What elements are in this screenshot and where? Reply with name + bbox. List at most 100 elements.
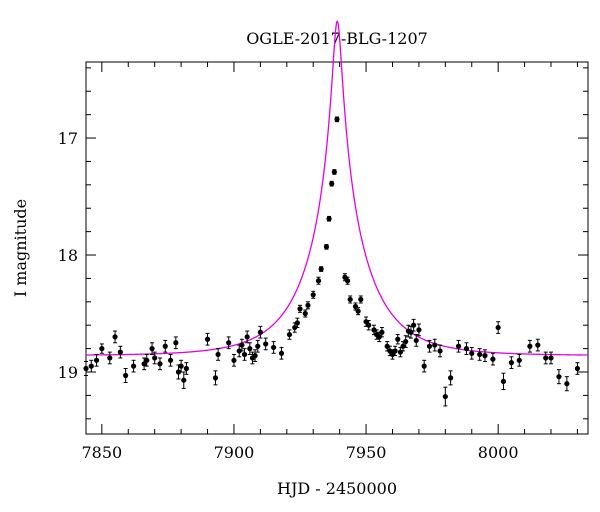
point-marker — [93, 357, 100, 363]
point-marker — [448, 375, 454, 381]
point-marker — [442, 393, 448, 400]
data-point — [397, 346, 404, 358]
data-point — [318, 266, 324, 272]
data-point — [252, 349, 258, 362]
data-point — [83, 360, 89, 377]
point-marker — [130, 363, 137, 369]
point-marker — [490, 356, 496, 362]
model-curve-layer — [85, 20, 588, 356]
point-marker — [123, 372, 129, 379]
data-point — [437, 344, 443, 358]
point-marker — [175, 369, 182, 375]
point-marker — [318, 266, 324, 272]
data-point — [263, 337, 269, 351]
data-point — [294, 317, 300, 329]
point-marker — [310, 292, 316, 298]
point-marker — [247, 346, 253, 352]
data-point — [323, 243, 330, 250]
point-marker — [286, 331, 293, 338]
point-marker — [500, 378, 507, 384]
point-marker — [413, 337, 419, 344]
point-marker — [371, 327, 377, 333]
data-point — [270, 341, 277, 354]
data-point — [310, 290, 316, 299]
point-marker — [329, 181, 335, 187]
point-marker — [426, 343, 433, 349]
data-point — [421, 359, 427, 373]
data-point — [556, 369, 562, 385]
point-marker — [495, 324, 501, 331]
point-marker — [323, 244, 330, 250]
point-marker — [263, 341, 269, 347]
point-marker — [355, 308, 361, 314]
point-marker — [437, 348, 443, 354]
data-point — [408, 325, 414, 339]
point-marker — [574, 365, 581, 372]
point-marker — [482, 353, 488, 359]
point-marker — [117, 349, 123, 355]
data-point — [247, 342, 253, 355]
data-point — [463, 342, 470, 355]
data-point — [315, 276, 322, 285]
data-point — [212, 370, 219, 386]
data-point — [286, 329, 293, 340]
x-axis-label: HJD - 2450000 — [277, 479, 397, 498]
data-point — [442, 386, 448, 407]
data-point — [477, 348, 483, 361]
point-marker — [183, 365, 189, 372]
point-marker — [331, 169, 337, 175]
point-marker — [149, 346, 155, 352]
data-point — [278, 346, 285, 360]
y-tick-label: 18 — [58, 246, 78, 265]
point-marker — [548, 355, 554, 361]
data-point — [112, 330, 118, 344]
point-marker — [564, 381, 570, 387]
data-point — [535, 338, 541, 352]
point-marker — [455, 343, 462, 349]
point-marker — [173, 340, 179, 346]
data-point — [574, 362, 581, 375]
data-point — [123, 367, 129, 384]
point-marker — [112, 334, 118, 340]
data-point — [183, 362, 189, 375]
data-point — [117, 345, 123, 359]
data-point — [239, 338, 245, 352]
point-marker — [162, 343, 168, 349]
data-point — [231, 353, 237, 367]
point-marker — [358, 296, 364, 303]
data-point — [395, 334, 401, 345]
point-marker — [315, 278, 322, 284]
point-marker — [178, 363, 184, 369]
point-marker — [376, 334, 382, 340]
point-marker — [302, 310, 308, 317]
point-marker — [144, 357, 150, 363]
data-point — [543, 351, 549, 365]
y-tick-label: 17 — [58, 129, 78, 148]
data-point — [244, 330, 250, 344]
point-marker — [543, 355, 549, 361]
data-point — [257, 325, 263, 339]
point-marker — [270, 344, 277, 351]
point-marker — [215, 351, 221, 358]
point-marker — [181, 377, 187, 383]
point-marker — [392, 348, 398, 354]
point-marker — [508, 360, 514, 366]
data-point — [149, 342, 155, 355]
data-point — [411, 318, 417, 332]
data-point — [173, 336, 179, 350]
point-marker — [469, 350, 475, 356]
point-marker — [334, 116, 340, 122]
data-point — [99, 343, 105, 354]
data-point — [379, 327, 385, 338]
data-point — [495, 321, 501, 334]
data-point — [500, 372, 507, 391]
data-point — [215, 348, 221, 361]
point-marker — [421, 363, 427, 369]
data-point — [448, 370, 454, 386]
x-tick-label: 7850 — [81, 443, 122, 462]
x-tick-label: 7950 — [346, 443, 387, 462]
point-marker — [212, 375, 219, 381]
point-marker — [403, 338, 409, 345]
point-marker — [257, 329, 263, 335]
data-point — [152, 351, 158, 365]
